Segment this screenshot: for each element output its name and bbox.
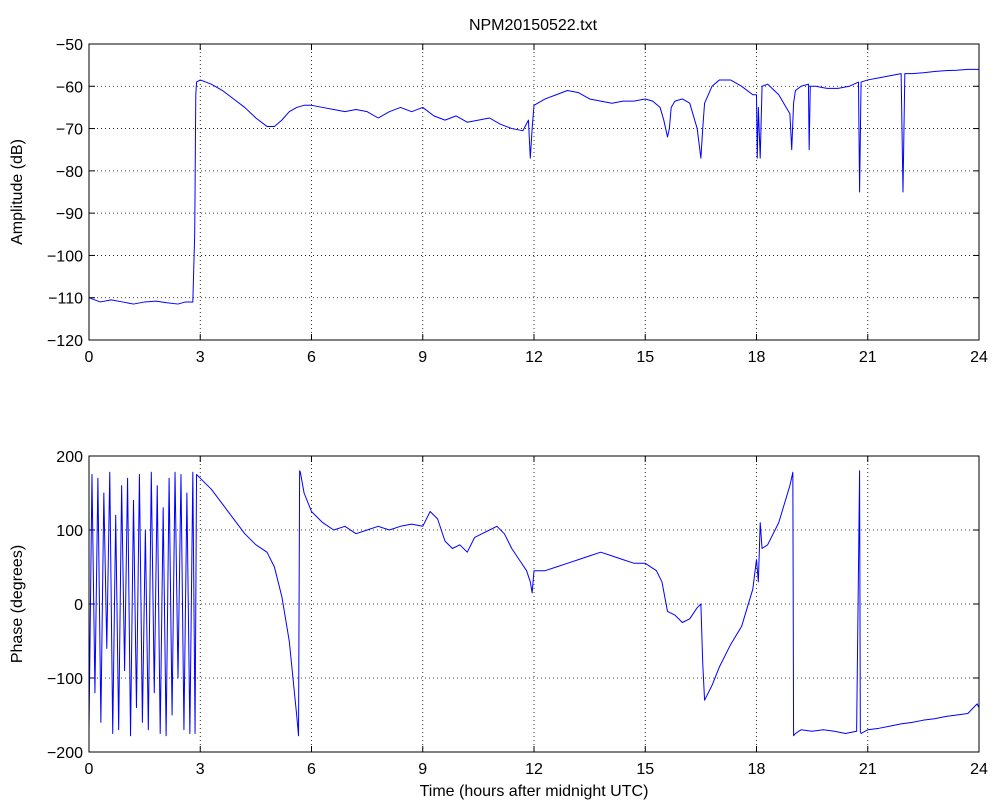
phase-x-tick-label: 3 [196, 761, 205, 778]
amplitude-y-tick-label: −120 [47, 333, 83, 350]
phase-x-tick-label: 6 [307, 761, 316, 778]
phase-y-tick-label: 200 [56, 449, 83, 466]
amplitude-x-tick-label: 3 [196, 349, 205, 366]
amplitude-y-axis-label: Amplitude (dB) [9, 139, 26, 245]
phase-x-tick-label: 9 [418, 761, 427, 778]
phase-x-axis-label: Time (hours after midnight UTC) [420, 783, 649, 800]
phase-series-line [88, 470, 980, 737]
amplitude-x-tick-label: 9 [418, 349, 427, 366]
amplitude-y-tick-label: −70 [56, 122, 83, 139]
phase-x-tick-label: 21 [859, 761, 877, 778]
amplitude-y-tick-label: −90 [56, 206, 83, 223]
amplitude-y-tick-label: −80 [56, 164, 83, 181]
phase-x-tick-label: 0 [85, 761, 94, 778]
amplitude-axes-frame [88, 43, 980, 341]
phase-y-tick-label: 100 [56, 523, 83, 540]
amplitude-x-tick-label: 6 [307, 349, 316, 366]
phase-axes-frame [88, 455, 980, 753]
phase-x-tick-label: 18 [748, 761, 766, 778]
phase-x-tick-label: 15 [636, 761, 654, 778]
phase-y-tick-label: −200 [47, 745, 83, 762]
amplitude-series-line [88, 68, 979, 305]
amplitude-y-tick-label: −100 [47, 248, 83, 265]
phase-y-tick-label: −100 [47, 671, 83, 688]
amplitude-y-tick-label: −50 [56, 37, 83, 54]
amplitude-y-tick-label: −60 [56, 79, 83, 96]
amplitude-x-tick-label: 24 [970, 349, 988, 366]
amplitude-x-tick-label: 0 [85, 349, 94, 366]
phase-y-axis-label: Phase (degrees) [9, 545, 26, 663]
amplitude-x-tick-label: 18 [748, 349, 766, 366]
amplitude-x-tick-label: 12 [525, 349, 543, 366]
phase-y-tick-label: 0 [74, 597, 83, 614]
figure-title: NPM20150522.txt [469, 17, 598, 34]
amplitude-x-tick-label: 21 [859, 349, 877, 366]
phase-plot: 0 3 6 9 12 15 18 21 24 200 100 0 −100 −200 Phase (degr… [9, 449, 988, 800]
phase-x-tick-label: 24 [970, 761, 988, 778]
amplitude-plot: 0 3 6 9 12 15 18 21 24 −50 −60 −70 −80 −90 −100 −110 −12… [9, 37, 988, 366]
phase-x-tick-label: 12 [525, 761, 543, 778]
amplitude-y-tick-label: −110 [48, 291, 83, 308]
amplitude-x-tick-label: 15 [636, 349, 654, 366]
